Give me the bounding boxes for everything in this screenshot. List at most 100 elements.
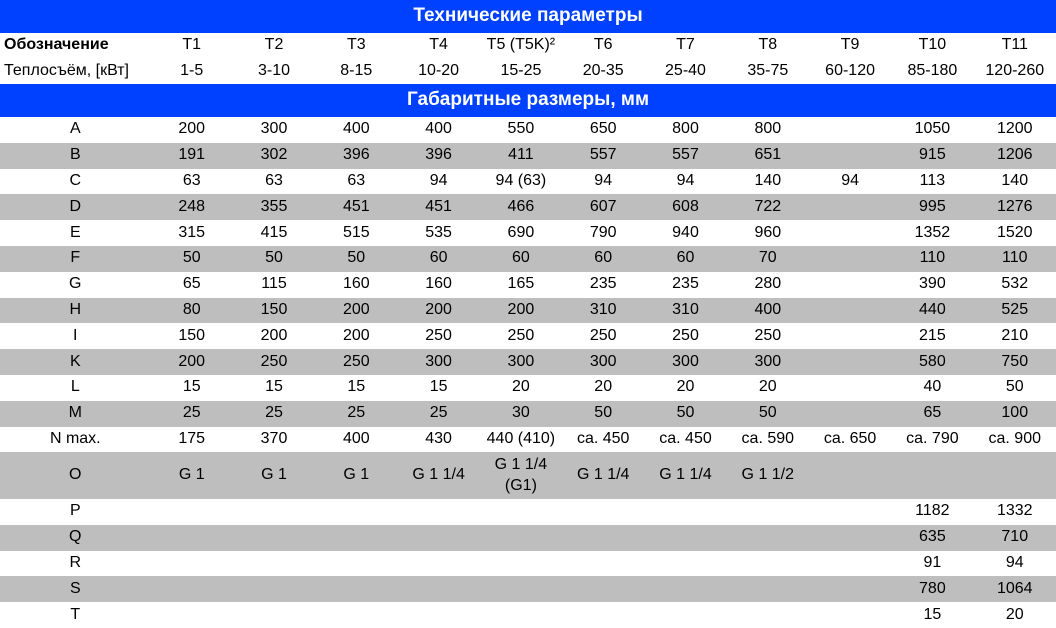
cell: [562, 499, 644, 525]
table-row: P11821332: [0, 499, 1056, 525]
cell: 800: [727, 117, 809, 143]
label-heatremoval: Теплосъём, [кВт]: [0, 58, 151, 84]
cell: 1200: [974, 117, 1056, 143]
cell: [809, 401, 891, 427]
cell: 960: [727, 220, 809, 246]
cell: [233, 602, 315, 628]
cell: 80: [151, 298, 233, 324]
table-row: OG 1G 1G 1G 1 1/4G 1 1/4 (G1)G 1 1/4G 1 …: [0, 452, 1056, 499]
cell: 1206: [974, 143, 1056, 169]
cell: [644, 576, 726, 602]
row-key: N max.: [0, 427, 151, 453]
cell: ca. 650: [809, 427, 891, 453]
cell: 302: [233, 143, 315, 169]
cell: [315, 499, 397, 525]
cell: 250: [562, 323, 644, 349]
cell: 15-25: [480, 58, 562, 84]
cell: [151, 602, 233, 628]
cell: 160: [397, 272, 479, 298]
cell: 20: [727, 375, 809, 401]
cell: 415: [233, 220, 315, 246]
cell: 191: [151, 143, 233, 169]
cell: [397, 525, 479, 551]
cell: [562, 576, 644, 602]
cell: G 1: [315, 452, 397, 499]
cell: 160: [315, 272, 397, 298]
cell: 150: [151, 323, 233, 349]
table-row: A20030040040055065080080010501200: [0, 117, 1056, 143]
cell: [809, 143, 891, 169]
header-dimensions: Габаритные размеры, мм: [0, 84, 1056, 117]
cell: 310: [562, 298, 644, 324]
cell: 50: [644, 401, 726, 427]
cell: 215: [891, 323, 973, 349]
cell: 30: [480, 401, 562, 427]
table-row: B1913023963964115575576519151206: [0, 143, 1056, 169]
table-row: T1520: [0, 602, 1056, 628]
cell: 400: [315, 117, 397, 143]
cell: [644, 602, 726, 628]
cell: 175: [151, 427, 233, 453]
table-row: G65115160160165235235280390532: [0, 272, 1056, 298]
cell: [809, 551, 891, 577]
cell: [397, 551, 479, 577]
cell: [480, 525, 562, 551]
cell: [480, 576, 562, 602]
cell: G 1 1/4: [644, 452, 726, 499]
cell: 440 (410): [480, 427, 562, 453]
cell: 1332: [974, 499, 1056, 525]
cell: 790: [562, 220, 644, 246]
cell: 63: [233, 169, 315, 195]
header-technical: Технические параметры: [0, 0, 1056, 33]
cell: G 1: [233, 452, 315, 499]
cell: [480, 551, 562, 577]
cell: 396: [397, 143, 479, 169]
cell: 235: [562, 272, 644, 298]
cell: 300: [727, 349, 809, 375]
cell: 451: [397, 194, 479, 220]
cell: 50: [727, 401, 809, 427]
cell: [233, 576, 315, 602]
cell: 750: [974, 349, 1056, 375]
cell: [315, 576, 397, 602]
cell: 200: [315, 298, 397, 324]
cell: 150: [233, 298, 315, 324]
cell: 113: [891, 169, 973, 195]
row-designation: Обозначение T1 T2 T3 T4 T5 (T5K)² T6 T7 …: [0, 33, 1056, 59]
cell: 200: [233, 323, 315, 349]
cell: [397, 499, 479, 525]
cell: 100: [974, 401, 1056, 427]
cell: 557: [644, 143, 726, 169]
cell: 200: [315, 323, 397, 349]
row-key: T: [0, 602, 151, 628]
cell: [809, 194, 891, 220]
cell: 250: [315, 349, 397, 375]
cell: [727, 602, 809, 628]
cell: 15: [233, 375, 315, 401]
col-head: T1: [151, 33, 233, 59]
cell: 430: [397, 427, 479, 453]
cell: 94 (63): [480, 169, 562, 195]
cell: 8-15: [315, 58, 397, 84]
cell: 411: [480, 143, 562, 169]
cell: [151, 525, 233, 551]
cell: [891, 452, 973, 499]
cell: 35-75: [727, 58, 809, 84]
cell: [809, 576, 891, 602]
cell: 1064: [974, 576, 1056, 602]
row-key: P: [0, 499, 151, 525]
row-key: F: [0, 246, 151, 272]
cell: 248: [151, 194, 233, 220]
cell: [644, 499, 726, 525]
cell: 50: [233, 246, 315, 272]
row-key: D: [0, 194, 151, 220]
cell: 607: [562, 194, 644, 220]
cell: 940: [644, 220, 726, 246]
table-row: L15151515202020204050: [0, 375, 1056, 401]
cell: 65: [891, 401, 973, 427]
cell: 300: [233, 117, 315, 143]
cell: [562, 525, 644, 551]
cell: [644, 551, 726, 577]
cell: 140: [727, 169, 809, 195]
cell: G 1: [151, 452, 233, 499]
